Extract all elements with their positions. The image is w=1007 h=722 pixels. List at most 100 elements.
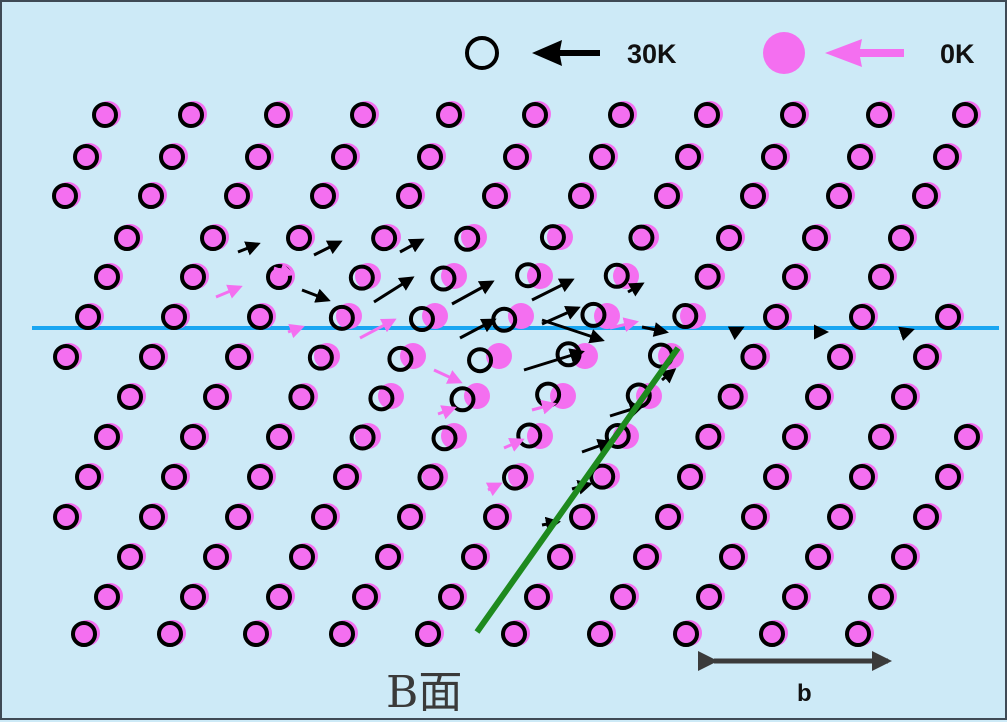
- atom-30k-circle: [761, 144, 787, 170]
- atom-30k-circle: [348, 264, 375, 291]
- atom-30k-circle: [247, 304, 273, 330]
- displacement-arrow-0k: [273, 263, 295, 278]
- atom-30k-circle: [436, 102, 462, 128]
- atom-30k-circle: [515, 262, 542, 289]
- atom-30k-circle: [371, 225, 398, 252]
- atom-30k-circle: [782, 264, 808, 290]
- atom-30k-circle: [467, 347, 494, 374]
- atom-30k-circle: [888, 225, 914, 251]
- atom-30k-circle: [954, 424, 980, 450]
- atom-30k-circle: [203, 384, 229, 410]
- atom-30k-circle: [266, 424, 292, 450]
- atom-0k-dot: [680, 303, 706, 329]
- atom-30k-circle: [675, 144, 701, 170]
- atom-30k-circle: [75, 464, 101, 490]
- atom-30k-circle: [802, 225, 828, 251]
- displacement-arrow-30k: [659, 368, 677, 384]
- atom-30k-circle: [741, 504, 767, 530]
- atom-0k-dot: [336, 303, 362, 329]
- atom-30k-circle: [654, 183, 680, 209]
- displacement-arrow-30k: [581, 438, 613, 454]
- atom-30k-circle: [580, 301, 607, 328]
- b-plane-label: B面: [386, 667, 462, 718]
- atom-30k-circle: [891, 544, 917, 570]
- atom-30k-circle: [307, 344, 334, 371]
- atom-30k-circle: [288, 384, 315, 411]
- atom-30k-circle: [933, 144, 959, 170]
- displacement-arrow-30k: [727, 326, 745, 341]
- atom-30k-circle: [247, 464, 273, 490]
- atom-30k-circle: [331, 144, 357, 170]
- atom-0k-dot: [547, 224, 573, 250]
- displacement-arrow-0k: [359, 318, 397, 340]
- atom-30k-circle: [94, 424, 120, 450]
- atom-30k-circle: [328, 304, 355, 331]
- displacement-arrow-30k: [459, 318, 497, 340]
- atom-30k-circle: [94, 264, 120, 290]
- atom-30k-circle: [568, 183, 594, 209]
- atom-30k-circle: [759, 621, 785, 647]
- atom-30k-circle: [310, 183, 336, 209]
- atom-30k-circle: [763, 304, 789, 330]
- atom-30k-circle: [71, 621, 97, 647]
- atom-30k-circle: [716, 225, 742, 251]
- atom-30k-circle: [329, 621, 355, 647]
- atom-30k-circle: [587, 621, 613, 647]
- legend-30k-label: 30K: [627, 39, 677, 69]
- atom-30k-circle: [138, 183, 164, 209]
- atom-30k-circle: [73, 144, 99, 170]
- atom-30k-circle: [53, 504, 79, 530]
- atom-30k-circle: [719, 544, 745, 570]
- atom-30k-circle: [94, 584, 120, 610]
- atom-30k-circle: [245, 144, 271, 170]
- atom-30k-circle: [868, 424, 894, 450]
- atom-30k-circle: [569, 504, 595, 530]
- atom-30k-circle: [349, 424, 376, 451]
- displacement-arrows: [215, 238, 915, 532]
- atom-30k-circle: [157, 621, 183, 647]
- displacement-arrow-30k: [898, 326, 915, 341]
- atom-30k-circle: [180, 264, 206, 290]
- atom-30k-circle: [717, 383, 744, 410]
- legend: 30K 0K: [465, 32, 975, 74]
- displacement-arrow-0k: [433, 368, 463, 384]
- atom-30k-circle: [849, 304, 875, 330]
- atom-30k-circle: [224, 183, 250, 209]
- displacement-arrow-30k: [523, 348, 585, 372]
- atom-0k-dot: [461, 224, 487, 250]
- atom-30k-circle: [740, 183, 766, 209]
- atom-30k-circle: [438, 584, 464, 610]
- atom-30k-circle: [461, 544, 487, 570]
- atom-30k-circle: [266, 584, 292, 610]
- atom-30k-circle: [139, 504, 165, 530]
- atom-30k-circle: [200, 225, 226, 251]
- atom-30k-circle: [180, 424, 206, 450]
- atom-30k-circle: [264, 102, 290, 128]
- displacement-arrow-30k: [627, 282, 645, 297]
- atom-30k-circle: [849, 464, 875, 490]
- atom-30k-circle: [161, 304, 187, 330]
- displacement-arrow-30k: [301, 288, 331, 303]
- atom-30k-circle: [589, 144, 615, 170]
- displacement-arrow-30k: [531, 278, 575, 302]
- atom-30k-circle: [117, 544, 143, 570]
- atom-30k-circle: [524, 584, 550, 610]
- legend-0k-arrow-icon: [825, 39, 904, 67]
- atom-30k-circle: [696, 584, 722, 610]
- atom-30k-circle: [891, 384, 917, 410]
- atom-30k-circle: [350, 102, 376, 128]
- atom-30k-circle: [628, 224, 655, 251]
- burgers-vector-label: b: [797, 680, 812, 707]
- atom-30k-circle: [826, 183, 852, 209]
- atom-30k-circle: [868, 584, 894, 610]
- atom-30k-circle: [673, 621, 699, 647]
- atom-30k-circle: [845, 621, 871, 647]
- atom-30k-circle: [431, 425, 458, 452]
- atom-30k-circle: [501, 621, 527, 647]
- displacement-arrow-30k: [541, 318, 605, 344]
- atom-30k-circle: [868, 264, 894, 290]
- atom-30k-circle: [178, 102, 204, 128]
- atom-30k-circle: [913, 344, 939, 370]
- atom-30k-circle: [780, 102, 806, 128]
